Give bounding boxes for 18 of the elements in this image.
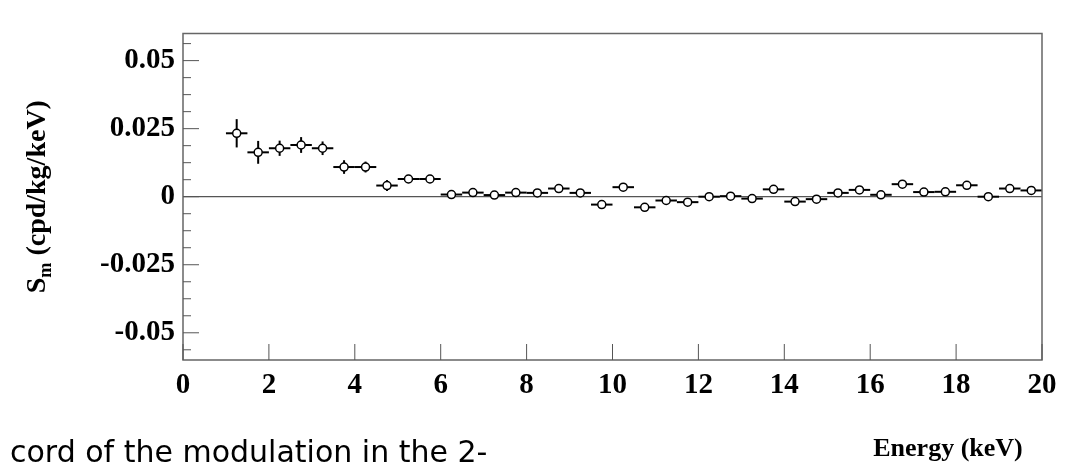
x-tick-label: 10 bbox=[598, 366, 627, 399]
x-tick-label: 16 bbox=[855, 366, 885, 399]
x-tick-label: 20 bbox=[1027, 366, 1057, 399]
y-tick-label: -0.025 bbox=[100, 246, 175, 279]
x-tick-label: 12 bbox=[683, 366, 713, 399]
y-tick-label: -0.05 bbox=[114, 314, 175, 347]
x-tick-label: 18 bbox=[941, 366, 971, 399]
x-tick-label: 4 bbox=[347, 366, 363, 399]
x-tick-label: 8 bbox=[519, 366, 534, 399]
text: cord of the modulation in the 2- bbox=[10, 434, 488, 462]
x-tick-label: 2 bbox=[261, 366, 277, 399]
y-tick-label: 0 bbox=[160, 178, 175, 211]
y-tick-label: 0.05 bbox=[124, 42, 175, 75]
x-axis-title: Energy (keV) bbox=[873, 433, 1023, 462]
y-axis-title: Sm (cpd/kg/keV) bbox=[20, 100, 56, 294]
x-tick-label: 14 bbox=[769, 366, 799, 399]
x-tick-label: 6 bbox=[433, 366, 448, 399]
y-tick-label: 0.025 bbox=[109, 110, 175, 143]
